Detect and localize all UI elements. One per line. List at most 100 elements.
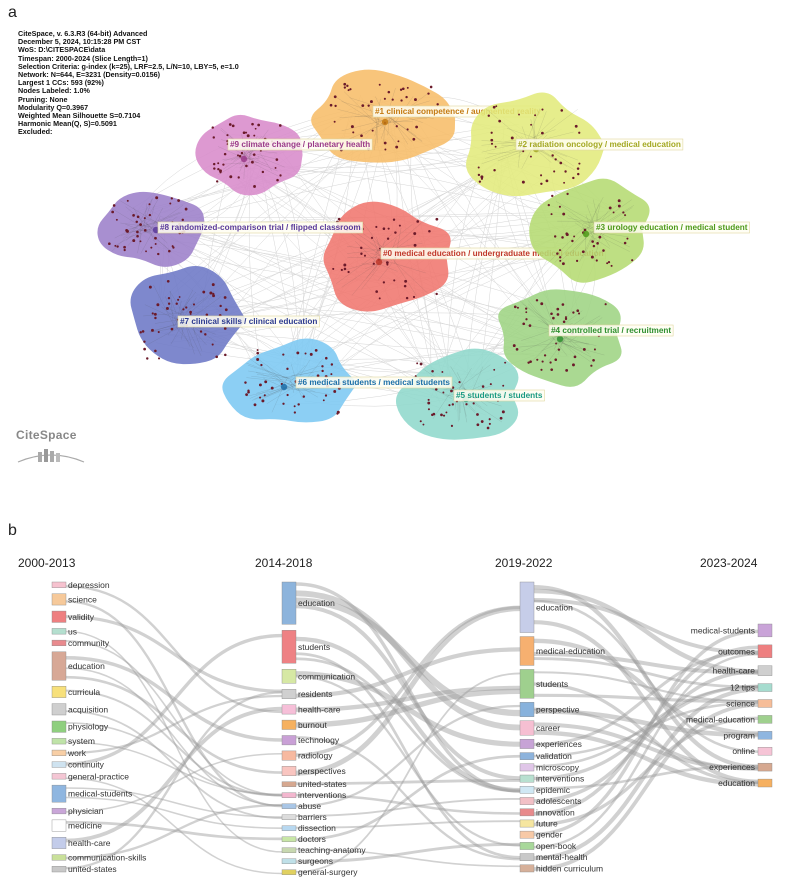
alluvial-node-bar (281, 836, 297, 842)
alluvial-flow (295, 779, 521, 786)
alluvial-flow (65, 633, 283, 766)
network-node (577, 172, 580, 176)
info-line: Selection Criteria: g-index (k=25), LRF=… (18, 61, 239, 71)
network-node (525, 311, 528, 314)
cluster-edge (144, 212, 182, 228)
alluvial-node-label: depression (68, 580, 110, 590)
network-node (139, 240, 142, 243)
network-node (177, 298, 180, 301)
network-node (401, 87, 405, 91)
cluster-label-text: #3 urology education / medical student (596, 223, 748, 232)
cluster-edge (589, 229, 597, 244)
network-node (261, 170, 265, 174)
cluster-edge (582, 218, 602, 225)
alluvial-node-bar (519, 797, 535, 805)
network-node (435, 292, 438, 296)
network-node (270, 386, 274, 390)
network-node (178, 296, 181, 298)
cluster-edge (392, 121, 413, 142)
cluster-edge (432, 388, 454, 420)
alluvial-node-label: us (68, 626, 77, 636)
network-node (572, 311, 575, 314)
cluster-edge (559, 229, 596, 263)
network-node (556, 313, 560, 316)
network-node (275, 158, 279, 161)
alluvial-node-bar (757, 699, 773, 708)
alluvial-flow (533, 645, 759, 816)
network-node (403, 284, 407, 288)
cluster-edge (137, 233, 142, 254)
network-node (245, 164, 248, 168)
alluvial-flow (295, 636, 521, 793)
network-node (112, 204, 116, 207)
alluvial-node-bar (51, 703, 67, 716)
cluster-edge (141, 198, 153, 220)
info-line: WoS: D:\CITESPACE\data (18, 45, 106, 55)
alluvial-node-bar (519, 786, 535, 794)
alluvial-node-label: future (536, 819, 558, 829)
cluster-blob (195, 114, 303, 196)
network-node (541, 108, 544, 111)
network-node (254, 127, 257, 130)
network-node (136, 230, 139, 234)
alluvial-node-bar (519, 752, 535, 760)
alluvial-flow (65, 600, 283, 808)
alluvial-node-bar (757, 715, 773, 724)
network-node (154, 349, 157, 353)
network-node (564, 170, 567, 173)
alluvial-node-bar (281, 719, 297, 730)
network-node (445, 411, 448, 414)
alluvial-flow (65, 777, 283, 875)
network-node (336, 412, 339, 415)
alluvial-flow (65, 585, 283, 714)
alluvial-node-label: validity (68, 612, 95, 622)
network-node (487, 114, 490, 117)
alluvial-node-bar (519, 636, 535, 666)
network-node (375, 225, 378, 229)
alluvial-flow (295, 582, 521, 793)
network-node (251, 160, 254, 164)
alluvial-flow (65, 821, 283, 841)
hub-node (556, 335, 564, 343)
network-node (132, 214, 135, 217)
alluvial-flow (295, 590, 521, 731)
network-node (545, 179, 549, 183)
network-node (181, 218, 184, 222)
cluster-edge (170, 291, 174, 327)
network-node (324, 394, 328, 397)
alluvial-node-label: medical-students (691, 625, 755, 635)
alluvial-node-label: medical-education (536, 646, 605, 656)
network-node (419, 362, 423, 366)
period-header: 2000-2013 (18, 556, 76, 570)
network-node (372, 262, 375, 265)
network-node (253, 185, 256, 188)
network-node (154, 243, 157, 245)
alluvial-flow (65, 675, 283, 774)
network-node (166, 307, 169, 310)
network-node (309, 352, 313, 356)
network-node (529, 155, 532, 158)
alluvial-flow (65, 630, 283, 853)
cluster-edge (585, 200, 623, 231)
network-node (386, 263, 389, 266)
cluster-c8 (97, 191, 205, 267)
network-node (565, 368, 569, 372)
alluvial-flow (65, 655, 283, 742)
network-node (384, 148, 387, 151)
network-node (554, 158, 557, 161)
alluvial-node-label: system (68, 736, 95, 746)
network-node (177, 199, 181, 202)
network-node (476, 413, 479, 416)
alluvial-node-bar (51, 807, 67, 815)
cluster-edge (148, 207, 164, 233)
network-node (211, 343, 214, 346)
network-node (222, 163, 225, 166)
cluster-edge (559, 340, 589, 344)
network-node (350, 125, 354, 129)
alluvial-node-bar (519, 808, 535, 817)
network-node (590, 364, 593, 367)
network-node (352, 131, 355, 134)
citespace-logo-mark (17, 449, 85, 463)
network-node (215, 180, 219, 183)
network-node (136, 215, 140, 219)
